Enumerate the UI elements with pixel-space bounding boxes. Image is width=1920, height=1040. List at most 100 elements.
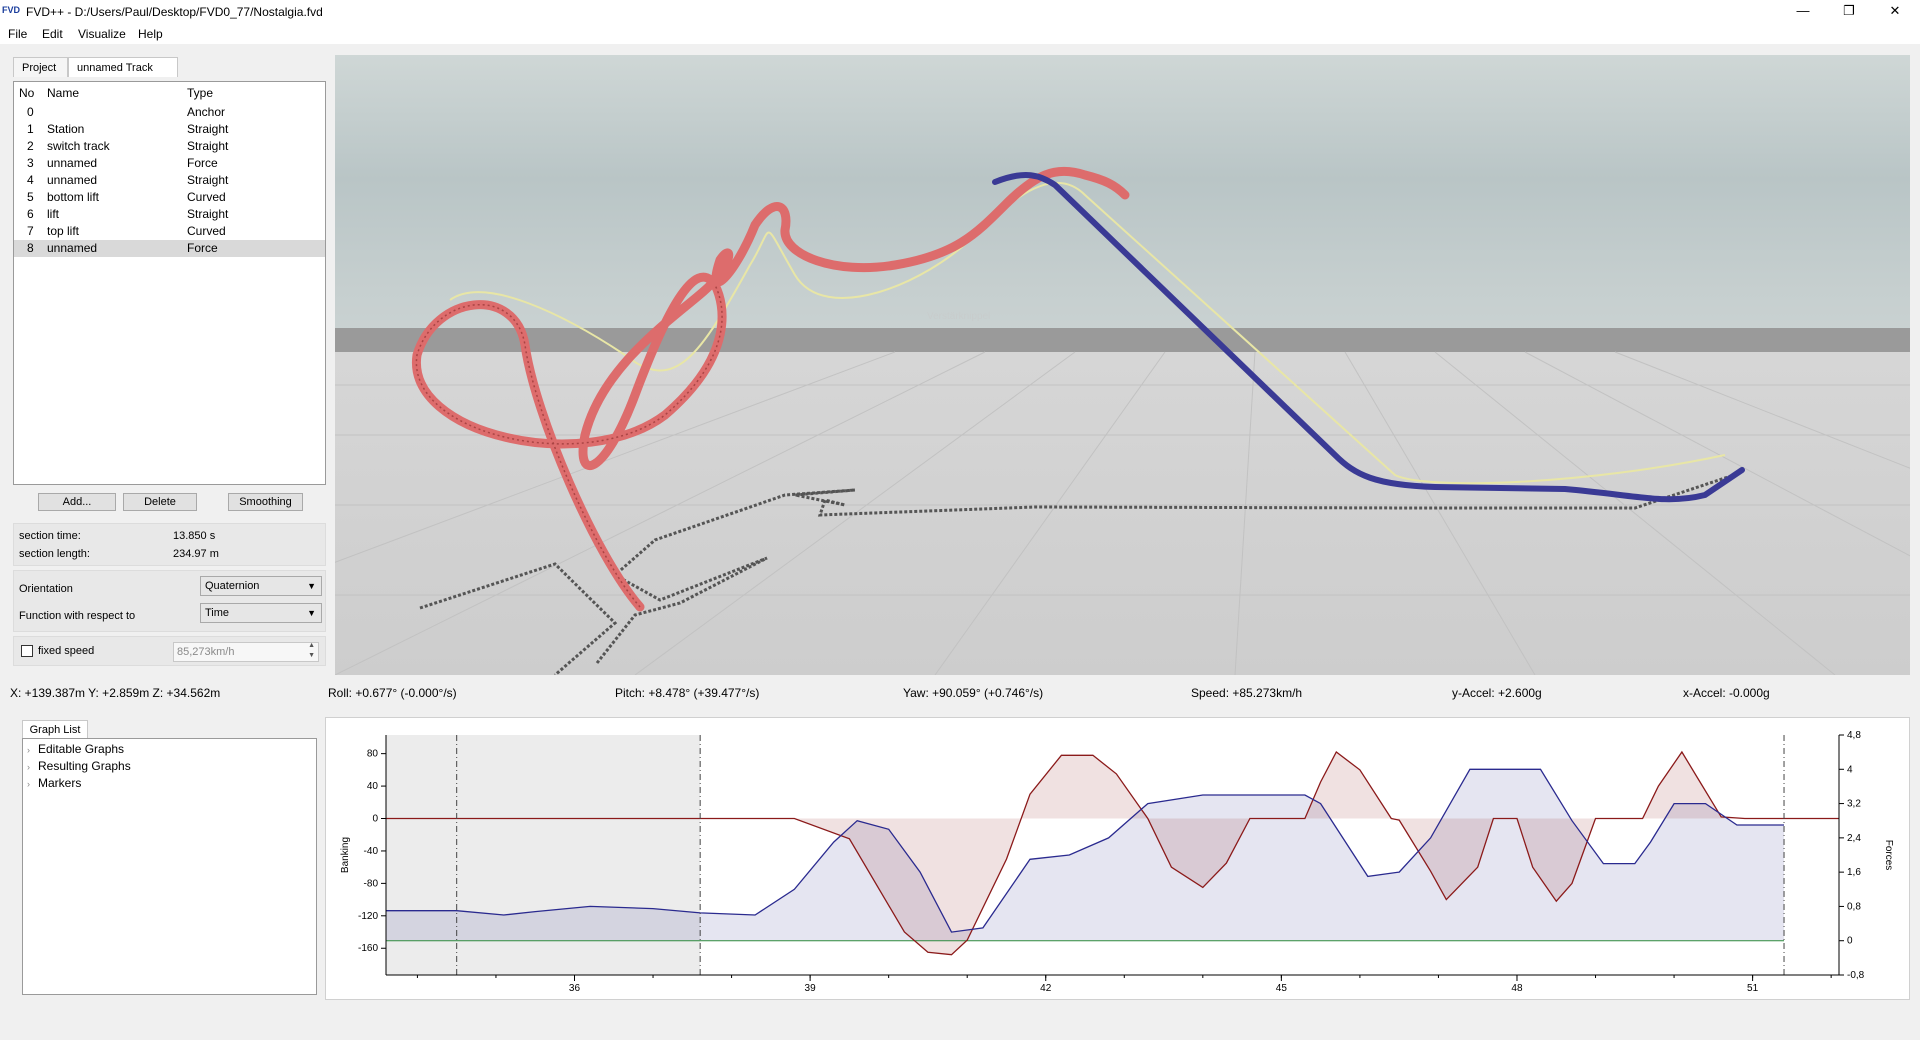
tab-track-label: unnamed Track xyxy=(77,62,153,74)
section-type: Straight xyxy=(187,207,229,221)
section-info-box: section time: 13.850 s section length: 2… xyxy=(13,523,326,566)
section-list[interactable]: No Name Type 0 Anchor 1 Station Straight 2 swi… xyxy=(13,81,326,485)
section-no: 6 xyxy=(27,207,34,221)
y2-tick-label: 2,4 xyxy=(1847,833,1861,844)
y2-tick-label: -0,8 xyxy=(1847,970,1865,981)
tree-item-label: Resulting Graphs xyxy=(38,759,131,773)
list-item[interactable]: 3 unnamed Force xyxy=(14,155,325,172)
function-label: Function with respect to xyxy=(19,610,136,622)
ground-grid xyxy=(335,351,1910,675)
menu-help[interactable]: Help xyxy=(138,27,163,41)
graph-panel[interactable]: 36 39 42 45 48 51 80 40 0 -40 -80 -120 -160 4,8 4 3,2 2,… xyxy=(325,717,1910,1000)
y-tick-label: -160 xyxy=(358,943,378,954)
tab-project[interactable]: Project xyxy=(13,57,68,77)
heartline xyxy=(449,181,1726,485)
section-name: switch track xyxy=(47,139,110,153)
x-tick-label: 45 xyxy=(1276,983,1288,994)
close-window-button[interactable]: ✕ xyxy=(1889,3,1901,18)
settings-box: Orientation Quaternion ▼ Function with r… xyxy=(13,570,326,632)
y2-tick-label: 4,8 xyxy=(1847,730,1861,741)
y-axis-label: Banking xyxy=(340,837,351,873)
fixed-speed-checkbox[interactable] xyxy=(21,645,33,657)
y2-axis-label: Forces xyxy=(1883,840,1894,871)
tree-item-label: Editable Graphs xyxy=(38,742,125,756)
y2-tick-label: 0 xyxy=(1847,936,1853,947)
tree-item-editable-graphs[interactable]: › Editable Graphs xyxy=(27,742,124,756)
y-tick-label: 40 xyxy=(367,781,379,792)
column-header-type[interactable]: Type xyxy=(187,86,214,100)
track-shadow xyxy=(419,471,1741,675)
section-no: 4 xyxy=(27,173,34,187)
delete-section-button[interactable]: Delete xyxy=(123,493,197,511)
x-tick-label: 48 xyxy=(1511,983,1523,994)
tree-item-label: Markers xyxy=(38,776,82,790)
menu-visualize[interactable]: Visualize xyxy=(78,27,126,41)
y-tick-label: 0 xyxy=(372,814,378,825)
section-type: Anchor xyxy=(187,105,226,119)
section-type: Curved xyxy=(187,190,226,204)
list-item[interactable]: 6 lift Straight xyxy=(14,206,325,223)
list-item[interactable]: 8 unnamed Force xyxy=(14,240,325,257)
section-name: unnamed xyxy=(47,173,98,187)
list-item[interactable]: 4 unnamed Straight xyxy=(14,172,325,189)
section-type: Force xyxy=(187,156,218,170)
y2-tick-label: 1,6 xyxy=(1847,867,1861,878)
section-type: Force xyxy=(187,241,218,255)
track-3d-viewport[interactable]: Verstärknippel xyxy=(335,55,1910,675)
tree-item-resulting-graphs[interactable]: › Resulting Graphs xyxy=(27,759,131,773)
force-line xyxy=(386,768,1784,933)
banking-line xyxy=(386,750,1839,956)
graph-list-tree[interactable]: › Editable Graphs › Resulting Graphs › Mark… xyxy=(22,738,317,995)
menu-edit[interactable]: Edit xyxy=(42,27,63,41)
function-value: Time xyxy=(205,607,230,619)
list-item[interactable]: 2 switch track Straight xyxy=(14,138,325,155)
section-name: unnamed xyxy=(47,156,98,170)
function-select[interactable]: Time ▼ xyxy=(200,603,322,623)
section-no: 8 xyxy=(27,241,34,255)
column-header-name[interactable]: Name xyxy=(47,86,80,100)
list-item[interactable]: 7 top lift Curved xyxy=(14,223,325,240)
column-header-no[interactable]: No xyxy=(19,86,35,100)
tree-item-markers[interactable]: › Markers xyxy=(27,776,81,790)
chevron-down-icon: ▼ xyxy=(307,608,316,618)
track-red xyxy=(412,166,1130,612)
window-title: FVD++ - D:/Users/Paul/Desktop/FVD0_77/No… xyxy=(26,5,323,19)
section-name: bottom lift xyxy=(47,190,100,204)
speed-readout: Speed: +85.273km/h xyxy=(1191,686,1303,700)
tab-graph-list[interactable]: Graph List xyxy=(22,720,88,738)
y-tick-label: 80 xyxy=(367,749,379,760)
section-time-value: 13.850 s xyxy=(173,530,216,542)
orientation-value: Quaternion xyxy=(205,580,260,592)
chevron-right-icon: › xyxy=(27,762,30,772)
track-red-ties xyxy=(415,284,723,608)
section-no: 1 xyxy=(27,122,34,136)
force-area xyxy=(386,769,1785,941)
add-section-button[interactable]: Add... xyxy=(38,493,116,511)
spin-arrows-icon: ▲ ▼ xyxy=(308,642,315,659)
chevron-right-icon: › xyxy=(27,745,30,755)
orientation-select[interactable]: Quaternion ▼ xyxy=(200,576,322,596)
minimize-button[interactable]: — xyxy=(1796,3,1810,18)
track-render xyxy=(335,166,1910,675)
list-item[interactable]: 5 bottom lift Curved xyxy=(14,189,325,206)
fixed-speed-input[interactable]: 85,273km/h ▲ ▼ xyxy=(173,642,319,662)
y-tick-label: -120 xyxy=(358,911,378,922)
horizon-band xyxy=(335,328,1910,352)
list-item[interactable]: 1 Station Straight xyxy=(14,121,325,138)
banking-forces-chart[interactable]: 36 39 42 45 48 51 80 40 0 -40 -80 -120 -160 4,8 4 3,2 2,… xyxy=(326,718,1909,999)
section-name: Station xyxy=(47,122,85,136)
section-length-value: 234.97 m xyxy=(173,548,219,560)
smoothing-button[interactable]: Smoothing xyxy=(228,493,303,511)
list-item[interactable]: 0 Anchor xyxy=(14,104,325,121)
menu-file[interactable]: File xyxy=(8,27,28,41)
section-type: Curved xyxy=(187,224,226,238)
x-tick-label: 42 xyxy=(1040,983,1052,994)
y-accel-readout: y-Accel: +2.600g xyxy=(1452,686,1542,700)
section-type: Straight xyxy=(187,173,229,187)
tab-track[interactable]: unnamed Track✕ xyxy=(68,57,178,97)
x-tick-label: 39 xyxy=(805,983,817,994)
section-no: 3 xyxy=(27,156,34,170)
chevron-down-icon: ▼ xyxy=(307,581,316,591)
roll-readout: Roll: +0.677° (-0.000°/s) xyxy=(328,686,457,700)
maximize-button[interactable]: ❐ xyxy=(1843,3,1855,18)
